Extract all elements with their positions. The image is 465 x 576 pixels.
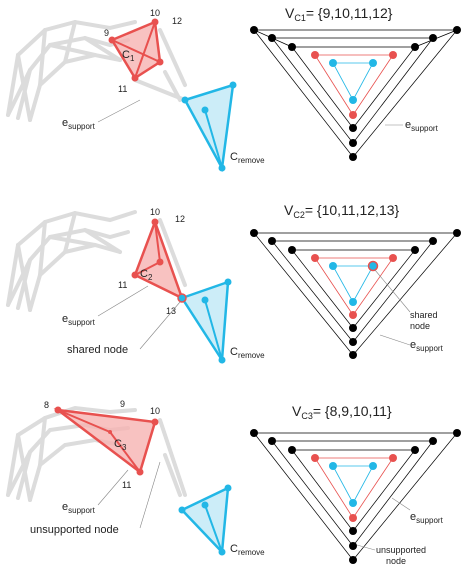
graph-3 bbox=[250, 429, 461, 564]
graph-shared-label-line2: node bbox=[410, 321, 430, 331]
graph-support-leader-3 bbox=[391, 497, 411, 511]
node-label-10: 10 bbox=[150, 8, 160, 18]
node-label-10-p2: 10 bbox=[150, 207, 160, 217]
node-label-12-p2: 12 bbox=[175, 214, 185, 224]
graph-1 bbox=[250, 26, 461, 161]
graph-support-label-1: esupport bbox=[405, 119, 439, 133]
graph-2 bbox=[250, 229, 461, 359]
unsupported-leader-3 bbox=[139, 461, 161, 529]
node-label-12: 12 bbox=[172, 16, 182, 26]
cluster-c2 bbox=[131, 218, 185, 301]
node-label-9-p3: 9 bbox=[120, 399, 125, 409]
truss-structure-1 bbox=[6, 19, 187, 122]
graph-unsupported-label-line1: unsupported bbox=[376, 545, 426, 555]
graph-shared-label-line1: shared bbox=[410, 310, 438, 320]
cluster-remove-1 bbox=[181, 81, 237, 172]
shared-node-label: shared node bbox=[67, 344, 128, 356]
cluster-label-c1: C1 bbox=[122, 49, 135, 63]
node-label-11-p2: 11 bbox=[118, 280, 127, 290]
node-label-13-p2: 13 bbox=[166, 306, 176, 316]
cluster-c1 bbox=[108, 18, 164, 82]
node-label-9: 9 bbox=[104, 28, 109, 38]
set-title-3: VC3= {8,9,10,11} bbox=[292, 403, 392, 421]
cluster-label-c3: C3 bbox=[114, 438, 127, 452]
node-label-10-p3: 10 bbox=[150, 406, 160, 416]
support-leader-2 bbox=[97, 285, 149, 317]
unsupported-node-label: unsupported node bbox=[30, 524, 119, 536]
graph-support-label-3: esupport bbox=[410, 511, 444, 525]
graph-support-leader-2 bbox=[379, 334, 411, 346]
cluster-remove-2 bbox=[177, 278, 232, 364]
cluster-remove-3 bbox=[178, 484, 232, 556]
node-label-11-p3: 11 bbox=[122, 480, 131, 490]
support-label-2: esupport bbox=[62, 313, 96, 327]
panel-3: 8 9 10 11 C3 esupport unsupported node C… bbox=[6, 399, 461, 566]
support-label-3: esupport bbox=[62, 501, 96, 515]
graph-unsupported-label-line2: node bbox=[386, 556, 406, 566]
node-label-8-p3: 8 bbox=[44, 400, 49, 410]
support-leader-3 bbox=[97, 469, 129, 506]
graph-shared-leader bbox=[374, 269, 411, 313]
graph-support-label-2: esupport bbox=[410, 339, 444, 353]
remove-label-3: Cremove bbox=[230, 543, 265, 557]
set-title-1: VC1= {9,10,11,12} bbox=[285, 5, 393, 23]
support-label-1: esupport bbox=[62, 117, 96, 131]
panel-1: 9 10 12 11 C1 esupport Cremove VC1= {9,1… bbox=[6, 5, 461, 172]
truss-structure-2 bbox=[6, 210, 187, 312]
set-title-2: VC2= {10,11,12,13} bbox=[284, 202, 400, 220]
node-label-11: 11 bbox=[118, 84, 127, 94]
cluster-label-c2: C2 bbox=[140, 268, 153, 282]
cluster-c3 bbox=[53, 406, 159, 476]
remove-label-1: Cremove bbox=[230, 151, 265, 165]
panel-2: 10 12 11 13 C2 esupport shared node Crem… bbox=[6, 202, 461, 364]
shared-leader-2 bbox=[139, 301, 181, 350]
remove-label-2: Cremove bbox=[230, 346, 265, 360]
graph-unsupported-leader bbox=[356, 544, 376, 551]
support-leader-1 bbox=[97, 99, 141, 123]
